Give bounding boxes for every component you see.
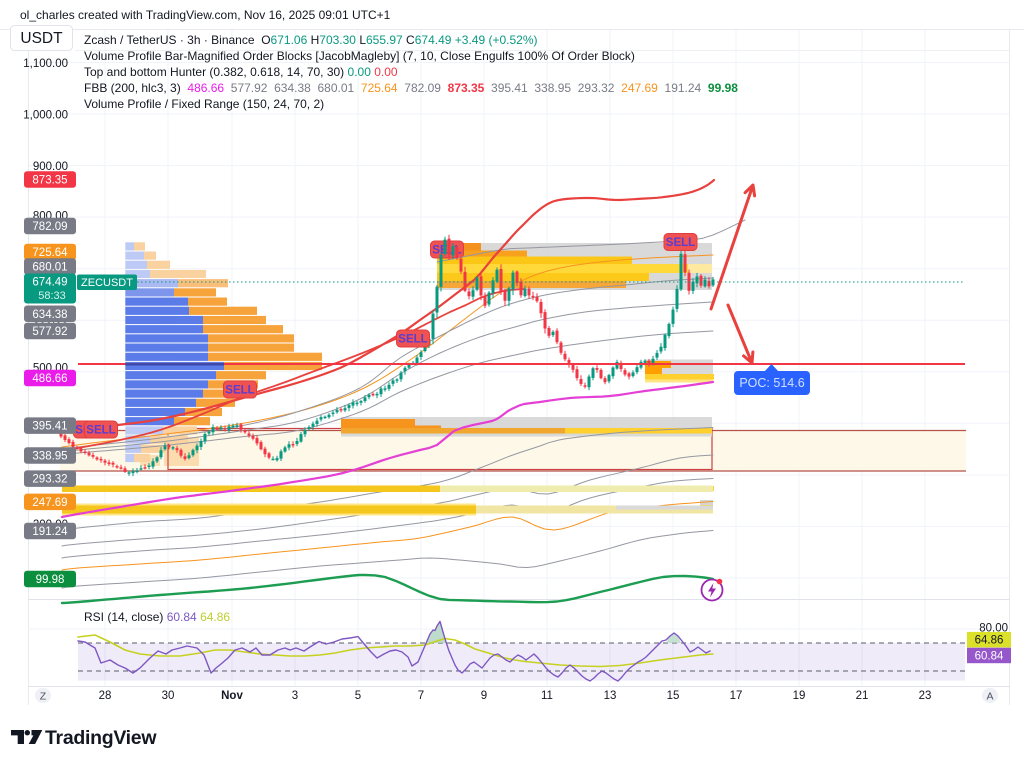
- svg-text:9: 9: [481, 690, 487, 702]
- svg-text:POC: 514.6: POC: 514.6: [739, 376, 804, 390]
- svg-text:SELL: SELL: [398, 334, 427, 346]
- svg-text:58:33: 58:33: [38, 290, 66, 302]
- svg-text:SELL: SELL: [666, 237, 695, 249]
- svg-text:Z: Z: [40, 691, 47, 703]
- svg-text:USDT: USDT: [20, 30, 63, 47]
- svg-text:28: 28: [99, 690, 112, 702]
- svg-text:99.98: 99.98: [36, 574, 65, 586]
- svg-text:577.92: 577.92: [32, 326, 67, 338]
- svg-text:486.66: 486.66: [32, 373, 67, 385]
- svg-text:674.49: 674.49: [32, 277, 67, 289]
- svg-text:23: 23: [919, 690, 932, 702]
- svg-text:ol_charles created with Tradin: ol_charles created with TradingView.com,…: [20, 8, 391, 22]
- svg-text:21: 21: [856, 690, 869, 702]
- svg-text:Volume Profile Bar-Magnified O: Volume Profile Bar-Magnified Order Block…: [84, 49, 635, 63]
- svg-text:Zcash / TetherUS · 3h · Binanc: Zcash / TetherUS · 3h · Binance O671.06 …: [84, 33, 538, 47]
- svg-text:ZECUSDT: ZECUSDT: [81, 277, 133, 289]
- svg-text:SELL: SELL: [225, 385, 254, 397]
- svg-text:17: 17: [730, 690, 743, 702]
- svg-text:247.69: 247.69: [32, 497, 67, 509]
- svg-text:30: 30: [162, 690, 175, 702]
- svg-text:395.41: 395.41: [32, 421, 67, 433]
- svg-text:293.32: 293.32: [32, 474, 67, 486]
- svg-text:Nov: Nov: [221, 690, 243, 702]
- svg-text:13: 13: [604, 690, 617, 702]
- svg-text:782.09: 782.09: [32, 221, 67, 233]
- svg-text:1,000.00: 1,000.00: [23, 109, 68, 121]
- svg-text:A: A: [986, 691, 993, 703]
- svg-text:873.35: 873.35: [32, 175, 67, 187]
- svg-text:TradingView: TradingView: [45, 727, 157, 749]
- svg-text:3: 3: [292, 690, 298, 702]
- svg-text:64.86: 64.86: [975, 635, 1004, 647]
- svg-text:1,100.00: 1,100.00: [23, 58, 68, 70]
- svg-text:Top and bottom Hunter (0.382,: Top and bottom Hunter (0.382, 0.618, 14,…: [84, 65, 398, 79]
- svg-text:80.00: 80.00: [979, 623, 1008, 635]
- svg-text:7: 7: [418, 690, 424, 702]
- svg-text:15: 15: [667, 690, 680, 702]
- svg-text:900.00: 900.00: [33, 161, 68, 173]
- svg-text:338.95: 338.95: [32, 451, 67, 463]
- svg-text:634.38: 634.38: [32, 309, 67, 321]
- svg-text:191.24: 191.24: [32, 526, 68, 538]
- svg-text:RSI (14, close) 60.84 64.86: RSI (14, close) 60.84 64.86: [84, 610, 230, 624]
- svg-text:5: 5: [355, 690, 361, 702]
- svg-text:60.84: 60.84: [975, 651, 1004, 663]
- svg-text:680.01: 680.01: [32, 262, 67, 274]
- svg-text:SELL: SELL: [86, 425, 115, 437]
- svg-text:FBB (200, hlc3, 3) 486.66 57: FBB (200, hlc3, 3) 486.66 577.92 634.38 …: [84, 81, 738, 95]
- svg-text:19: 19: [793, 690, 806, 702]
- svg-text:Volume Profile / Fixed Range (: Volume Profile / Fixed Range (150, 24, 7…: [84, 97, 324, 111]
- svg-text:725.64: 725.64: [32, 247, 68, 259]
- svg-text:11: 11: [541, 690, 553, 702]
